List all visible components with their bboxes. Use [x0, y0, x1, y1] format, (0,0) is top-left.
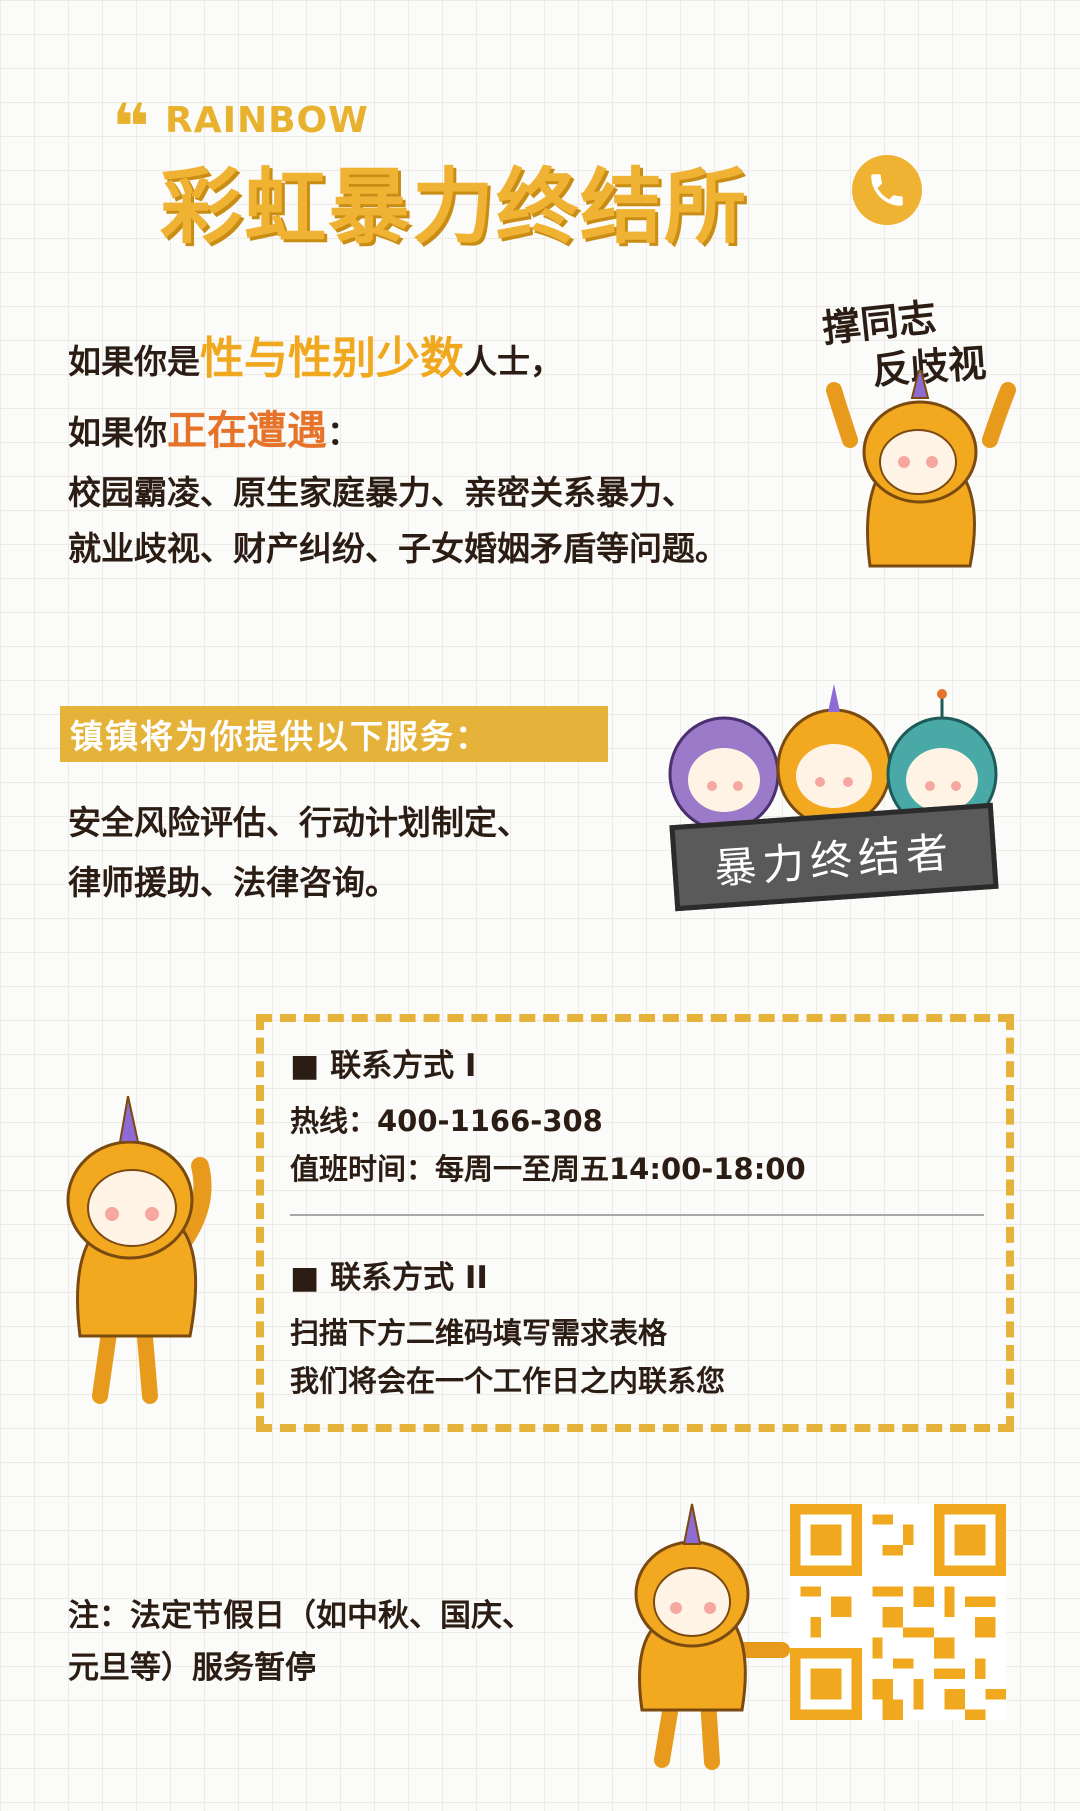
service-line-1: 安全风险评估、行动计划制定、: [68, 803, 530, 842]
quote-icon: ❝: [112, 91, 149, 165]
contact-method-1-title: ■ 联系方式 I: [290, 1048, 477, 1084]
service-line-2: 律师援助、法律咨询。: [68, 863, 398, 902]
mascot-group-illustration: [668, 684, 998, 832]
brand-english: RAINBOW: [165, 100, 369, 141]
intro-line-1: 如果你是性与性别少数人士，: [68, 322, 563, 386]
hotline-text: 热线：400-1166-308: [290, 1104, 603, 1138]
highlight-encounter: 正在遭遇: [167, 408, 327, 454]
intro-line-3: 校园霸凌、原生家庭暴力、亲密关系暴力、: [68, 473, 695, 512]
intro-text: 如果你: [68, 413, 167, 452]
method-2-line-1: 扫描下方二维码填写需求表格: [290, 1316, 668, 1350]
note-line-1: 注：法定节假日（如中秋、国庆、: [68, 1598, 533, 1634]
intro-line-4: 就业歧视、财产纠纷、子女婚姻矛盾等问题。: [68, 529, 728, 568]
contact-divider: [290, 1214, 984, 1216]
intro-text: 人士，: [464, 342, 563, 381]
mascot-pointing-illustration: [634, 1503, 790, 1770]
duty-hours-text: 值班时间：每周一至周五14:00-18:00: [290, 1152, 806, 1186]
intro-line-2: 如果你正在遭遇：: [68, 398, 360, 456]
mascot-cheering-illustration: [826, 370, 1016, 568]
intro-text: ：: [327, 413, 360, 452]
highlight-minority: 性与性别少数: [200, 333, 464, 384]
brand-title: 彩虹暴力终结所: [160, 160, 749, 255]
phone-icon: [852, 155, 922, 225]
qr-code[interactable]: [790, 1504, 1006, 1720]
mascot-waving-illustration: [66, 1096, 212, 1404]
note-line-2: 元旦等）服务暂停: [68, 1650, 316, 1686]
contact-box: [256, 1014, 1014, 1432]
method-2-line-2: 我们将会在一个工作日之内联系您: [290, 1364, 726, 1398]
contact-method-2-title: ■ 联系方式 II: [290, 1260, 488, 1296]
intro-text: 如果你是: [68, 342, 200, 381]
services-banner: 镇镇将为你提供以下服务：: [60, 706, 608, 762]
